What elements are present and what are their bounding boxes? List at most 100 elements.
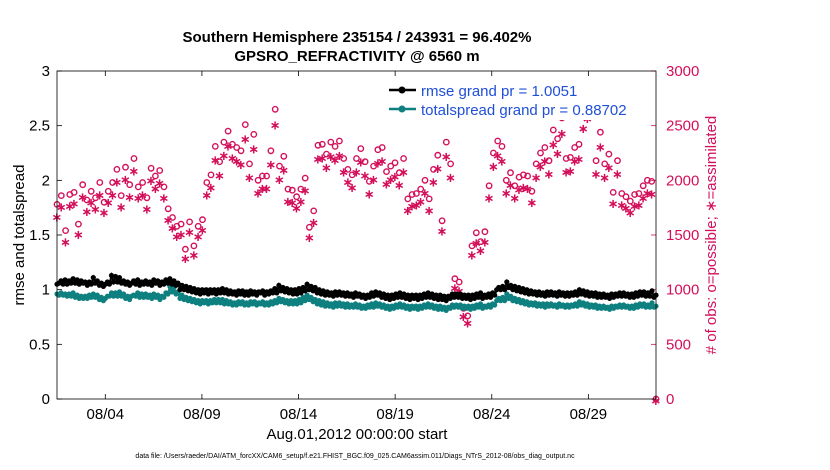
obs-possible-point	[378, 144, 386, 151]
obs-possible-point	[498, 142, 506, 150]
rmse-point	[350, 294, 357, 300]
obs-possible-point	[549, 126, 557, 134]
obs-assimilated-point: ∗	[265, 158, 276, 173]
obs-possible-point	[408, 191, 416, 198]
rmse-point	[385, 292, 391, 298]
obs-assimilated-point: ∗	[236, 158, 247, 173]
obs-possible-point	[310, 207, 318, 215]
rmse-point	[395, 294, 401, 300]
obs-possible-point	[237, 147, 245, 155]
totalspread-point	[121, 291, 127, 297]
obs-assimilated-point: ∗	[552, 147, 563, 162]
rmse-point	[397, 290, 403, 296]
rmse-point	[447, 295, 453, 301]
y-axis-label-right: # of obs: o=possible; ∗=assimilated	[703, 116, 720, 355]
obs-possible-point	[164, 205, 172, 213]
totalspread-point	[165, 291, 171, 297]
obs-assimilated-point: ∗	[475, 244, 486, 259]
rmse-point	[465, 292, 471, 298]
rmse-point	[296, 286, 302, 292]
obs-possible-point	[524, 172, 531, 180]
obs-possible-point	[126, 181, 134, 189]
obs-possible-point	[348, 171, 356, 179]
obs-assimilated-point: ∗	[484, 192, 495, 207]
rmse-point	[167, 276, 173, 282]
obs-possible-point	[648, 177, 656, 185]
obs-assimilated-point: ∗	[278, 163, 289, 178]
obs-assimilated-point: ∗	[385, 173, 396, 188]
rmse-point	[631, 294, 637, 300]
obs-possible-point	[442, 138, 450, 146]
rmse-point	[423, 294, 429, 300]
totalspread-point	[219, 296, 225, 303]
totalspread-series	[54, 283, 659, 313]
obs-assimilated-point: ∗	[458, 310, 469, 325]
obs-assimilated-point: ∗	[471, 237, 482, 252]
obs-possible-point	[177, 220, 185, 228]
totalspread-point	[308, 294, 314, 300]
obs-possible-point	[635, 190, 643, 197]
obs-assimilated-point: ∗	[651, 394, 662, 409]
obs-possible-point	[353, 155, 360, 162]
rmse-point	[270, 290, 276, 296]
rmse-point	[592, 290, 599, 296]
rmse-point	[219, 286, 225, 292]
rmse-point	[304, 281, 310, 287]
obs-assimilated-point: ∗	[625, 206, 636, 221]
legend-rmse-marker	[398, 86, 406, 94]
obs-assimilated-point: ∗	[612, 168, 623, 183]
obs-possible-point	[494, 137, 502, 145]
obs-assimilated-point: ∗	[141, 203, 152, 218]
totalspread-point	[647, 304, 653, 310]
obs-assimilated-point: ∗	[218, 149, 229, 164]
totalspread-point	[149, 295, 155, 301]
obs-assimilated-point: ∗	[283, 195, 294, 210]
totalspread-point	[94, 292, 100, 298]
obs-possible-point	[417, 185, 425, 193]
rmse-point	[116, 275, 123, 281]
rmse-point	[641, 289, 647, 295]
obs-possible-point	[314, 141, 322, 149]
obs-possible-point	[258, 172, 266, 180]
rmse-point	[371, 293, 377, 299]
obs-assimilated-point: ∗	[467, 249, 478, 264]
rmse-point	[171, 278, 177, 284]
obs-assimilated-point: ∗	[638, 192, 649, 207]
totalspread-point	[298, 300, 304, 306]
rmse-point	[381, 291, 387, 297]
obs-possible-point	[224, 127, 232, 135]
obs-assimilated-point: ∗	[402, 204, 413, 219]
rmse-point	[90, 275, 96, 281]
obs-assimilated-point: ∗	[107, 189, 118, 204]
obs-possible-point	[528, 187, 536, 195]
rmse-point	[524, 287, 530, 293]
obs-assimilated-point: ∗	[569, 155, 580, 170]
obs-possible-point	[276, 162, 283, 170]
obs-assimilated-point: ∗	[531, 171, 542, 186]
obs-assimilated-point: ∗	[505, 179, 516, 194]
rmse-point	[191, 286, 197, 292]
obs-possible-point	[622, 193, 630, 201]
totalspread-point	[371, 304, 377, 310]
obs-possible-point	[455, 278, 463, 286]
rmse-point	[502, 287, 508, 293]
obs-assimilated-point: ∗	[398, 166, 409, 181]
obs-assimilated-point: ∗	[129, 164, 140, 179]
rmse-point	[272, 286, 278, 292]
x-tick-label: 08/09	[183, 406, 221, 423]
obs-possible-point	[181, 245, 189, 253]
obs-possible-point	[601, 160, 609, 168]
rmse-point	[435, 296, 441, 303]
obs-possible-point	[331, 142, 339, 150]
obs-possible-point	[263, 172, 270, 180]
obs-assimilated-point: ∗	[321, 161, 332, 176]
obs-possible-point	[644, 176, 651, 184]
rmse-point	[647, 293, 653, 299]
obs-possible-point	[434, 151, 442, 159]
obs-assimilated-point: ∗	[360, 169, 371, 184]
rmse-point	[60, 281, 66, 287]
rmse-point	[155, 278, 161, 284]
totalspread-point	[169, 289, 175, 295]
rmse-point	[260, 288, 266, 294]
obs-assimilated-point: ∗	[428, 175, 439, 190]
